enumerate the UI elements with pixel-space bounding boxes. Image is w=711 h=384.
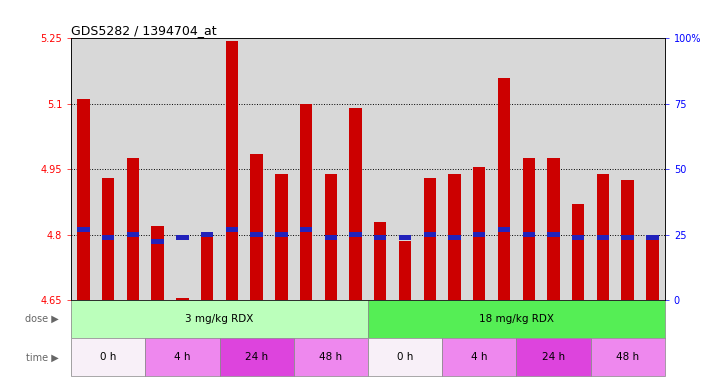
Bar [151,226,164,300]
Bar [523,158,535,300]
Bar [368,300,665,338]
Bar [275,232,287,237]
Bar [127,158,139,300]
Bar [220,338,294,376]
Bar [597,174,609,300]
Bar [449,174,461,300]
Bar [145,338,220,376]
Text: 0 h: 0 h [100,352,117,362]
Text: GDS5282 / 1394704_at: GDS5282 / 1394704_at [71,24,217,37]
Bar [151,239,164,244]
Text: dose ▶: dose ▶ [25,314,59,324]
Bar [349,108,362,300]
Bar [449,235,461,240]
Text: 18 mg/kg RDX: 18 mg/kg RDX [479,314,554,324]
Bar [621,235,634,240]
Bar [275,174,287,300]
Bar [176,298,188,300]
Bar [102,235,114,240]
Bar [225,227,238,232]
Bar [325,174,337,300]
Bar [201,235,213,300]
Bar [547,158,560,300]
Text: 48 h: 48 h [319,352,343,362]
Bar [646,235,658,300]
Bar [250,154,263,300]
Bar [71,338,145,376]
Text: 48 h: 48 h [616,352,639,362]
Bar [294,338,368,376]
Bar [300,227,312,232]
Bar [201,232,213,237]
Bar [77,227,90,232]
Text: 24 h: 24 h [245,352,268,362]
Text: 0 h: 0 h [397,352,413,362]
Text: time ▶: time ▶ [26,352,59,362]
Bar [374,235,387,240]
Bar [547,232,560,237]
Bar [516,338,591,376]
Bar [591,338,665,376]
Bar [77,99,90,300]
Bar [442,338,516,376]
Bar [498,227,510,232]
Bar [127,232,139,237]
Bar [374,222,387,300]
Bar [102,178,114,300]
Bar [300,104,312,300]
Bar [572,235,584,240]
Bar [621,180,634,300]
Text: 3 mg/kg RDX: 3 mg/kg RDX [186,314,254,324]
Bar [225,41,238,300]
Bar [368,338,442,376]
Bar [349,232,362,237]
Bar [473,232,486,237]
Bar [424,232,436,237]
Bar [646,235,658,240]
Bar [473,167,486,300]
Bar [71,300,368,338]
Text: 4 h: 4 h [471,352,488,362]
Bar [523,232,535,237]
Bar [597,235,609,240]
Bar [572,204,584,300]
Bar [250,232,263,237]
Bar [424,178,436,300]
Text: 24 h: 24 h [542,352,565,362]
Bar [498,78,510,300]
Bar [399,241,411,300]
Text: 4 h: 4 h [174,352,191,362]
Bar [176,235,188,240]
Bar [325,235,337,240]
Bar [399,235,411,240]
